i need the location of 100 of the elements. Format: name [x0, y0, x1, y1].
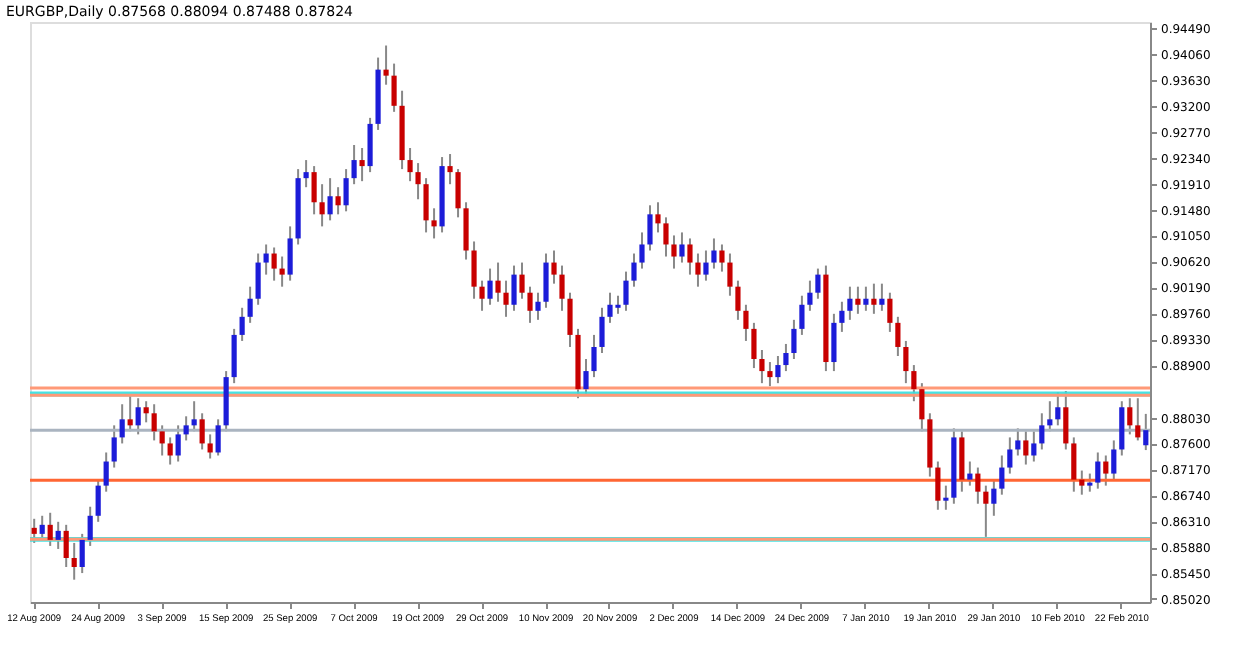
candlestick: [111, 424, 117, 469]
candlestick: [303, 159, 309, 189]
candlestick: [943, 484, 949, 511]
candlestick: [175, 424, 181, 463]
candlestick: [311, 165, 317, 216]
candlestick: [535, 291, 541, 321]
candlestick: [367, 116, 373, 174]
candlestick: [431, 207, 437, 240]
candlestick: [39, 514, 45, 541]
candlestick: [703, 249, 709, 282]
candlestick: [871, 282, 877, 315]
candlestick: [887, 291, 893, 333]
candlestick: [343, 168, 349, 213]
candlestick: [423, 177, 429, 234]
candlestick: [383, 44, 389, 86]
candlestick: [767, 361, 773, 388]
candlestick: [135, 397, 141, 436]
candlestick: [623, 270, 629, 312]
candlestick: [903, 339, 909, 385]
candlestick: [159, 424, 165, 457]
candlestick: [1087, 472, 1093, 493]
candlestick: [807, 279, 813, 312]
candlestick: [455, 168, 461, 219]
candlestick: [1023, 430, 1029, 466]
candlestick: [207, 433, 213, 460]
candlestick: [127, 394, 133, 433]
candlestick: [935, 460, 941, 511]
candlestick: [55, 520, 61, 550]
candlestick: [407, 147, 413, 183]
candlestick: [1047, 400, 1053, 433]
candlestick: [1039, 412, 1045, 451]
candlestick: [799, 294, 805, 336]
candlestick: [647, 204, 653, 252]
candlestick: [351, 143, 357, 186]
candlestick: [47, 511, 53, 547]
candlestick: [1063, 389, 1069, 451]
candlestick: [1007, 436, 1013, 475]
candlestick: [71, 541, 77, 581]
candlestick: [1135, 397, 1141, 442]
candlestick: [119, 403, 125, 445]
candlestick: [103, 451, 109, 493]
candlestick: [511, 264, 517, 312]
candlestick: [151, 403, 157, 442]
candlestick: [839, 300, 845, 333]
candlestick: [487, 267, 493, 306]
candlestick: [415, 162, 421, 201]
candlestick: [335, 186, 341, 216]
candlestick: [1079, 469, 1085, 496]
candlestick: [591, 333, 597, 379]
candlestick: [231, 327, 237, 385]
candlestick: [271, 246, 277, 282]
candlestick: [183, 415, 189, 442]
candlestick: [391, 62, 397, 113]
candlestick: [615, 294, 621, 315]
candlestick: [319, 183, 325, 228]
candlestick: [863, 285, 869, 312]
candlestick: [167, 436, 173, 466]
candlestick: [279, 255, 285, 288]
candlestick: [583, 358, 589, 397]
candlestick: [199, 412, 205, 451]
candlestick: [775, 355, 781, 385]
candlestick: [503, 279, 509, 318]
candlestick: [671, 234, 677, 270]
candlestick: [655, 201, 661, 234]
candlestick: [495, 261, 501, 303]
candlestick: [255, 252, 261, 306]
candlestick: [983, 484, 989, 538]
candlestick: [639, 231, 645, 270]
candlestick: [247, 285, 253, 324]
candlestick: [879, 282, 885, 312]
candlestick: [831, 312, 837, 373]
candlestick: [471, 240, 477, 300]
candlestick: [559, 264, 565, 312]
candlestick: [607, 291, 613, 324]
candlestick: [999, 454, 1005, 496]
candlestick: [855, 285, 861, 315]
candlestick: [447, 153, 453, 186]
candlestick: [975, 466, 981, 505]
candlestick: [735, 279, 741, 321]
candlestick: [743, 303, 749, 342]
candlestick: [631, 252, 637, 288]
candlestick: [895, 315, 901, 358]
candlestick: [479, 279, 485, 312]
candlestick: [215, 418, 221, 457]
candlestick: [1111, 439, 1117, 481]
candlestick: [711, 237, 717, 270]
candlestick: [719, 243, 725, 273]
candlestick: [759, 348, 765, 385]
candlestick: [687, 237, 693, 276]
candlestick: [463, 201, 469, 261]
candlestick: [679, 231, 685, 264]
candlestick: [695, 252, 701, 288]
candlestick: [239, 306, 245, 342]
candlestick: [663, 216, 669, 258]
candlestick: [527, 285, 533, 324]
candlestick: [1015, 427, 1021, 457]
candlestick: [847, 285, 853, 321]
candlestick: [991, 478, 997, 517]
candlestick: [79, 532, 85, 575]
candlestick: [543, 252, 549, 309]
